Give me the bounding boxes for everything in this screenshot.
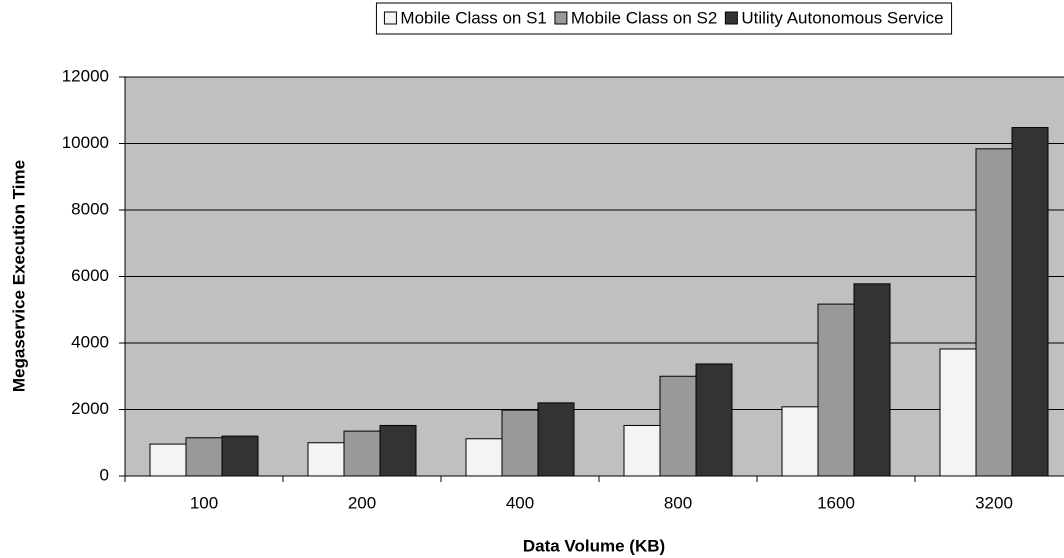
x-axis-title: Data Volume (KB) xyxy=(523,536,665,555)
bar xyxy=(817,303,855,477)
y-tick-label: 10000 xyxy=(62,133,109,152)
bar xyxy=(939,348,977,477)
x-tick-label: 400 xyxy=(506,493,534,512)
bar xyxy=(695,363,733,477)
bar xyxy=(185,437,223,477)
y-tick-label: 8000 xyxy=(71,199,109,218)
bar xyxy=(465,438,503,477)
y-axis-title: Megaservice Execution Time xyxy=(9,160,28,392)
x-tick-label: 100 xyxy=(190,493,218,512)
legend-swatch xyxy=(554,11,568,25)
bar xyxy=(501,409,539,477)
bar xyxy=(781,406,819,477)
x-tick-label: 200 xyxy=(348,493,376,512)
legend-label: Mobile Class on S1 xyxy=(400,8,546,27)
bar xyxy=(623,424,661,477)
bar xyxy=(537,402,575,477)
y-tick-label: 6000 xyxy=(71,266,109,285)
y-tick-label: 4000 xyxy=(71,332,109,351)
legend-box xyxy=(375,2,953,35)
x-tick-label: 3200 xyxy=(975,493,1013,512)
x-tick-label: 800 xyxy=(664,493,692,512)
legend-swatch xyxy=(724,11,738,25)
y-tick-label: 2000 xyxy=(71,399,109,418)
legend-label: Mobile Class on S2 xyxy=(571,8,717,27)
bar xyxy=(659,375,697,477)
bar xyxy=(221,435,259,477)
legend-swatch xyxy=(383,11,397,25)
bar xyxy=(149,443,187,477)
bar xyxy=(379,424,417,477)
bar xyxy=(975,148,1013,477)
legend-label: Utility Autonomous Service xyxy=(741,8,943,27)
bar xyxy=(1011,127,1049,477)
bar xyxy=(343,430,381,477)
bar xyxy=(853,283,891,477)
y-tick-label: 0 xyxy=(100,465,109,484)
y-tick-label: 12000 xyxy=(62,66,109,85)
bar xyxy=(307,442,345,477)
x-tick-label: 1600 xyxy=(817,493,855,512)
